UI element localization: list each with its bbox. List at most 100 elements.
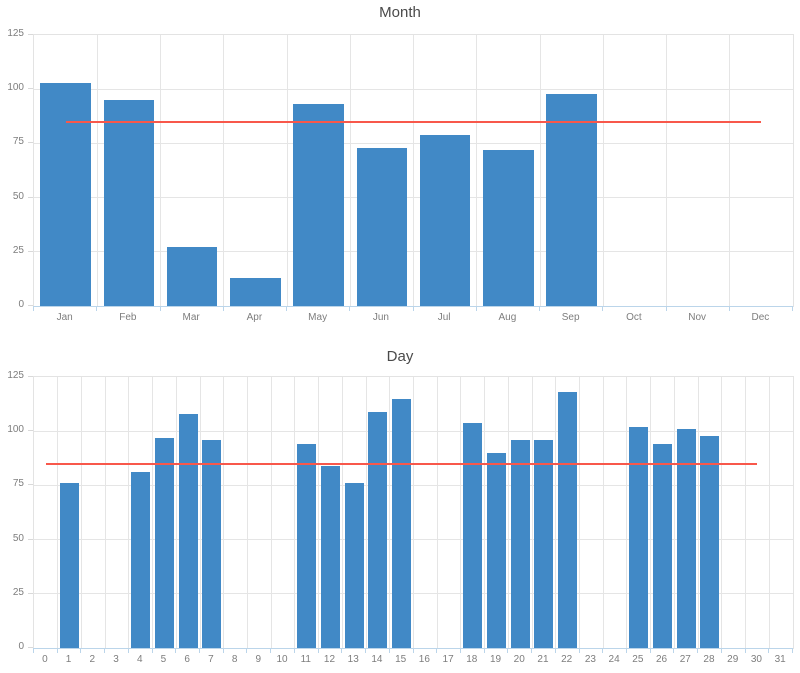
y-tick-label-100: 100: [7, 82, 24, 94]
x-axis-line: [34, 306, 793, 307]
x-axis-tick: [222, 648, 224, 653]
x-grid-line: [57, 377, 59, 648]
x-tick-label-17: 17: [442, 654, 454, 665]
x-axis-tick: [697, 648, 699, 653]
x-tick-label-15: 15: [395, 654, 407, 665]
x-grid-line: [436, 377, 438, 648]
x-axis-tick: [728, 306, 730, 311]
x-axis-tick: [602, 306, 604, 311]
x-tick-label-26: 26: [655, 654, 668, 665]
x-tick-label-22: 22: [561, 654, 573, 665]
y-axis-tick: [28, 34, 33, 35]
x-tick-label-Aug: Aug: [498, 312, 517, 323]
x-axis-tick: [33, 648, 34, 653]
x-grid-line: [555, 377, 557, 648]
x-tick-label-1: 1: [65, 654, 72, 665]
x-axis-tick: [246, 648, 248, 653]
x-grid-line: [246, 377, 248, 648]
reference-line: [45, 462, 758, 465]
bar-day-15: [392, 398, 412, 648]
month-chart-plot-area: [33, 34, 794, 307]
x-grid-line: [270, 377, 272, 648]
x-tick-label-29: 29: [727, 654, 739, 665]
x-grid-line: [531, 377, 533, 648]
bar-day-7: [202, 439, 222, 648]
y-axis-tick: [28, 538, 33, 540]
x-tick-label-2: 2: [89, 654, 96, 665]
x-axis-tick: [80, 648, 82, 653]
x-grid-line: [199, 377, 201, 648]
x-tick-label-Apr: Apr: [246, 312, 263, 323]
x-tick-label-30: 30: [750, 654, 762, 665]
bar-month-Sep: [546, 93, 597, 306]
bar-day-27: [676, 429, 696, 648]
x-tick-label-6: 6: [184, 654, 190, 665]
x-grid-line: [128, 377, 130, 648]
x-tick-label-Jul: Jul: [437, 312, 451, 323]
bar-day-21: [534, 439, 554, 648]
x-tick-label-24: 24: [608, 654, 620, 665]
y-axis-tick: [28, 647, 33, 648]
bar-day-26: [653, 444, 673, 648]
x-grid-line: [413, 35, 414, 306]
x-grid-line: [104, 377, 106, 648]
x-grid-line: [223, 377, 225, 648]
bar-day-25: [629, 426, 649, 648]
x-axis-tick: [33, 306, 34, 311]
x-axis-tick: [720, 648, 722, 653]
y-axis-tick: [28, 196, 33, 198]
bar-day-14: [368, 411, 388, 648]
x-axis-tick: [554, 648, 556, 653]
x-axis-tick: [175, 648, 177, 653]
x-axis-tick: [96, 306, 98, 311]
x-axis-tick: [293, 648, 295, 653]
x-tick-label-Oct: Oct: [626, 312, 642, 323]
x-grid-line: [666, 35, 667, 306]
x-grid-line: [152, 377, 154, 648]
x-grid-line: [476, 35, 478, 306]
x-axis-tick: [507, 648, 509, 653]
x-axis-tick: [483, 648, 485, 653]
x-tick-label-18: 18: [466, 654, 478, 665]
x-grid-line: [318, 377, 320, 648]
x-grid-line: [286, 35, 288, 306]
x-grid-line: [729, 35, 731, 306]
y-tick-label-50: 50: [12, 532, 24, 544]
x-axis-tick: [649, 648, 651, 653]
x-axis-tick: [768, 648, 770, 653]
x-axis-tick: [625, 648, 627, 653]
bar-day-4: [131, 472, 151, 648]
x-grid-line: [579, 377, 581, 648]
x-tick-label-16: 16: [418, 654, 430, 665]
x-grid-line: [507, 377, 509, 648]
y-tick-label-50: 50: [12, 190, 24, 202]
x-axis-tick: [388, 648, 390, 653]
y-tick-label-25: 25: [12, 244, 24, 256]
x-axis-tick: [56, 648, 58, 653]
y-axis-tick: [28, 592, 33, 594]
month-chart-title: Month: [379, 4, 421, 21]
y-axis-tick: [28, 142, 33, 144]
y-tick-label-125: 125: [7, 370, 24, 381]
x-grid-line: [745, 377, 747, 648]
bar-day-6: [178, 413, 198, 648]
y-axis-tick: [28, 250, 33, 252]
y-tick-label-100: 100: [7, 424, 24, 436]
x-axis-tick: [412, 306, 414, 311]
x-grid-line: [349, 35, 351, 306]
x-tick-label-Feb: Feb: [119, 312, 137, 323]
x-tick-label-13: 13: [347, 654, 359, 665]
x-grid-line: [341, 377, 343, 648]
x-axis-tick: [459, 648, 461, 653]
y-axis-tick: [28, 88, 33, 90]
x-tick-label-21: 21: [537, 654, 549, 665]
x-tick-label-11: 11: [300, 654, 311, 665]
x-axis-tick: [792, 306, 793, 311]
x-grid-line: [175, 377, 177, 648]
x-axis-tick: [349, 306, 351, 311]
y-tick-label-0: 0: [18, 641, 24, 652]
x-axis-tick: [602, 648, 604, 653]
bar-month-Feb: [103, 100, 155, 306]
x-grid-line: [365, 377, 367, 648]
x-tick-label-May: May: [308, 312, 328, 323]
